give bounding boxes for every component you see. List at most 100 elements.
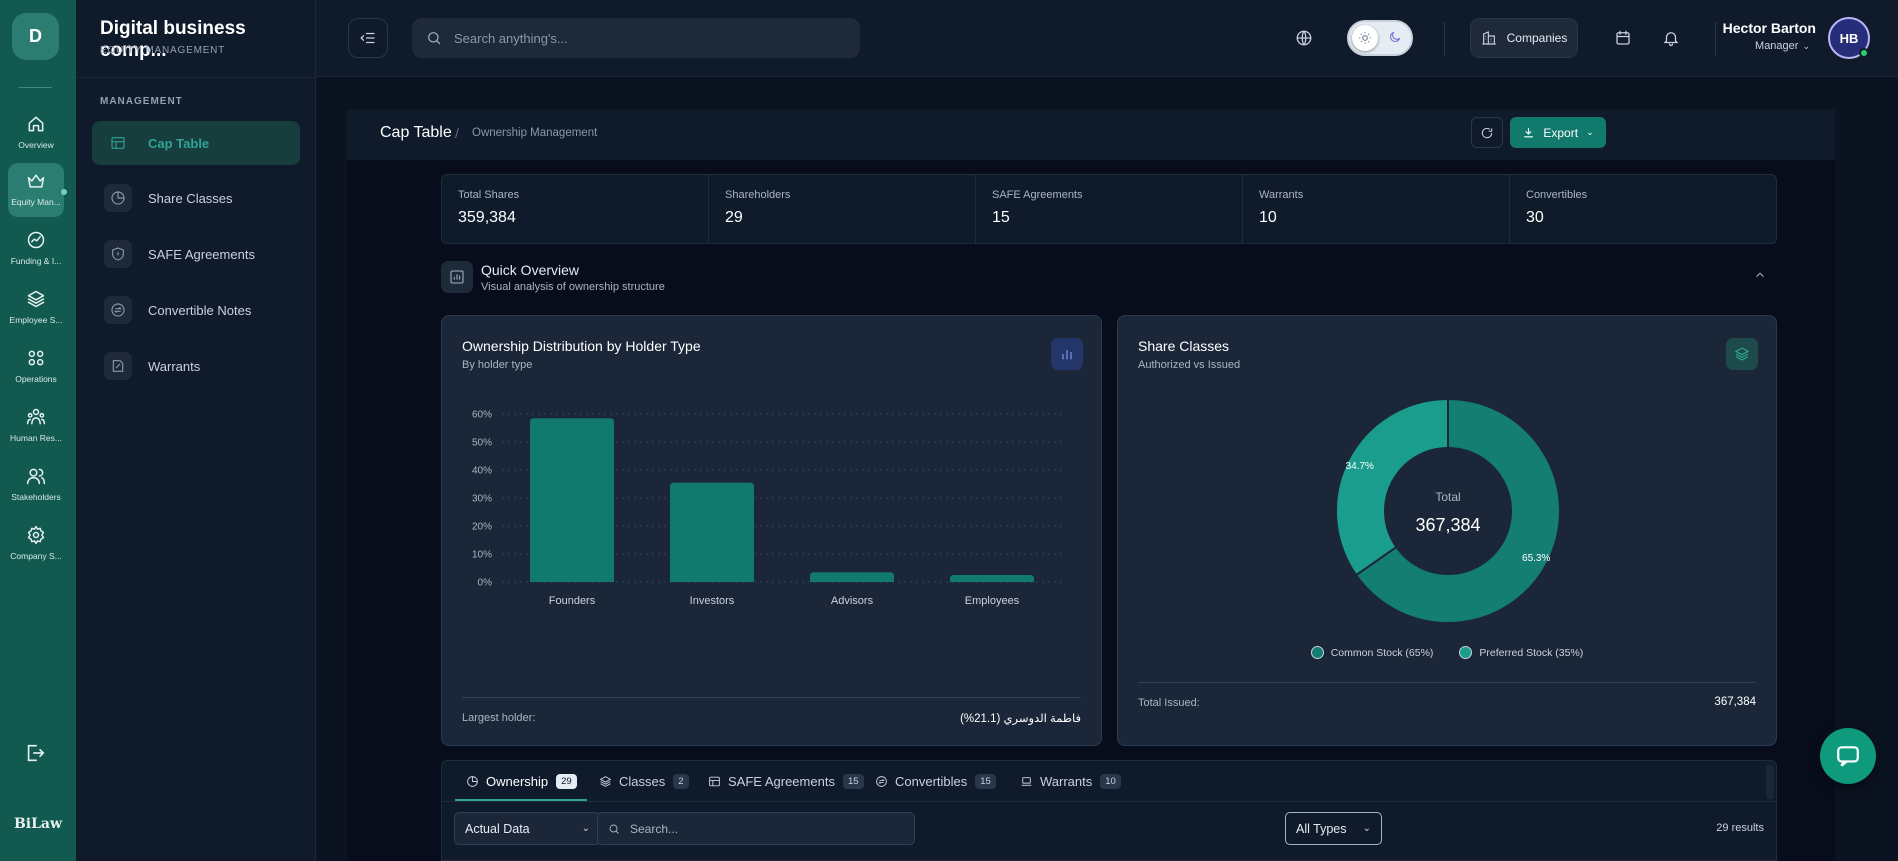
slice-data-label: 34.7% xyxy=(1346,461,1374,472)
tab-count-badge: 10 xyxy=(1100,773,1121,789)
rail-item-employee[interactable]: Employee S... xyxy=(8,281,64,335)
table-icon xyxy=(709,776,720,786)
donut-center-label: Total xyxy=(1435,490,1460,504)
search-input[interactable] xyxy=(454,30,834,46)
export-button[interactable]: Export ⌄ xyxy=(1510,117,1606,148)
rail-divider xyxy=(19,87,52,88)
gear-icon xyxy=(27,525,45,545)
refresh-button[interactable] xyxy=(1471,117,1503,148)
chat-button[interactable] xyxy=(1820,728,1876,784)
document-icon xyxy=(112,360,124,372)
tab-convertibles[interactable]: Convertibles 15 xyxy=(875,761,996,801)
main-content: Cap Table / Ownership Management Export … xyxy=(316,77,1898,861)
calendar-icon xyxy=(1616,30,1630,45)
share-classes-icon-button[interactable] xyxy=(1726,338,1758,370)
quick-overview-icon-box xyxy=(441,261,473,293)
user-role: Manager xyxy=(1755,40,1799,52)
active-tab-indicator xyxy=(455,799,587,801)
theme-toggle[interactable] xyxy=(1347,20,1413,56)
rail-item-funding[interactable]: Funding & I... xyxy=(8,222,64,276)
x-tick-label: Investors xyxy=(690,595,735,607)
quick-overview-subtitle: Visual analysis of ownership structure xyxy=(481,281,665,293)
bar-chart-icon xyxy=(1062,350,1072,360)
chevron-down-icon: ⌄ xyxy=(581,823,590,834)
collapse-overview-button[interactable] xyxy=(1753,268,1767,287)
rail-item-label: Equity Man... xyxy=(11,197,61,207)
rail-item-operations[interactable]: Operations xyxy=(8,340,64,394)
panel-subtitle: By holder type xyxy=(462,359,533,371)
tab-label: SAFE Agreements xyxy=(728,773,835,789)
brand-logo: BiLaw xyxy=(13,816,63,832)
sidebar-item-label: Share Classes xyxy=(148,190,233,206)
companies-button[interactable]: Companies xyxy=(1470,18,1578,58)
rail-item-human-resources[interactable]: Human Res... xyxy=(8,399,64,453)
logout-button[interactable] xyxy=(24,742,46,769)
rail-item-label: Human Res... xyxy=(10,433,62,443)
tabs-scrollbar[interactable] xyxy=(1766,765,1774,799)
y-tick-label: 30% xyxy=(472,494,492,505)
legend-item-common[interactable]: Common Stock (65%) xyxy=(1310,646,1433,659)
bar-investors xyxy=(670,482,754,582)
stat-value: 29 xyxy=(725,209,743,226)
tab-safe-agreements[interactable]: SAFE Agreements 15 xyxy=(708,761,864,801)
y-tick-label: 60% xyxy=(472,410,492,421)
stat-value: 30 xyxy=(1526,209,1544,226)
user-role-menu[interactable]: Manager ⌄ xyxy=(1755,40,1810,52)
stat-value: 10 xyxy=(1259,209,1277,226)
x-tick-label: Employees xyxy=(965,595,1020,607)
rail-item-overview[interactable]: Overview xyxy=(8,106,64,160)
logout-icon xyxy=(27,744,45,762)
panel-title: Share Classes xyxy=(1138,338,1230,354)
bar-advisors xyxy=(810,572,894,582)
stat-safe-agreements: SAFE Agreements 15 xyxy=(976,175,1243,243)
trend-icon xyxy=(27,231,45,249)
sidebar-item-cap-table[interactable]: Cap Table xyxy=(92,121,300,165)
calendar-button[interactable] xyxy=(1611,26,1635,50)
sidebar-item-safe-agreements[interactable]: SAFE Agreements xyxy=(92,232,300,276)
chart-type-button[interactable] xyxy=(1051,338,1083,370)
rail-item-company-settings[interactable]: Company S... xyxy=(8,517,64,571)
header-divider xyxy=(1444,22,1445,56)
notifications-button[interactable] xyxy=(1659,26,1683,50)
moon-icon xyxy=(1390,31,1401,42)
sidebar-item-warrants[interactable]: Warrants xyxy=(92,344,300,388)
tab-warrants[interactable]: Warrants 10 xyxy=(1020,761,1121,801)
largest-holder-label: Largest holder: xyxy=(462,712,536,724)
grid-icon xyxy=(28,350,44,366)
breadcrumb-separator: / xyxy=(455,125,459,141)
export-label: Export xyxy=(1543,125,1579,140)
legend-item-preferred[interactable]: Preferred Stock (35%) xyxy=(1459,646,1583,659)
company-name: Digital business comp... xyxy=(100,18,246,61)
rail-item-label: Funding & I... xyxy=(10,256,62,266)
layers-icon xyxy=(27,290,45,308)
y-tick-label: 50% xyxy=(472,438,492,449)
rail-item-equity-management[interactable]: Equity Man... xyxy=(8,163,67,217)
sidebar-item-convertible-notes[interactable]: Convertible Notes xyxy=(92,288,300,332)
people-icon xyxy=(26,408,46,425)
collapse-sidebar-button[interactable] xyxy=(348,18,388,58)
users-icon xyxy=(26,468,46,485)
user-name[interactable]: Hector Barton xyxy=(1722,20,1816,36)
stat-label: Convertibles xyxy=(1526,189,1588,201)
data-source-select[interactable]: Actual Data ⌄ xyxy=(454,812,601,845)
online-status-dot xyxy=(1859,48,1869,58)
stat-total-shares: Total Shares 359,384 xyxy=(442,175,709,243)
rail-item-stakeholders[interactable]: Stakeholders xyxy=(8,458,64,512)
tab-classes[interactable]: Classes 2 xyxy=(599,761,689,801)
legend-swatch xyxy=(1310,646,1324,659)
stats-bar: Total Shares 359,384 Shareholders 29 SAF… xyxy=(441,174,1777,244)
table-search-input[interactable] xyxy=(630,821,910,836)
stat-shareholders: Shareholders 29 xyxy=(709,175,976,243)
sidebar-item-share-classes[interactable]: Share Classes xyxy=(92,176,300,220)
donut-slice-1 xyxy=(1335,397,1449,577)
workspace-logo[interactable]: D xyxy=(12,13,59,60)
legend-label: Preferred Stock (35%) xyxy=(1479,646,1584,659)
type-filter-select[interactable]: All Types ⌄ xyxy=(1285,812,1382,845)
y-tick-label: 40% xyxy=(472,466,492,477)
refresh-icon xyxy=(1481,127,1493,138)
tab-ownership[interactable]: Ownership 29 xyxy=(466,761,577,801)
language-button[interactable] xyxy=(1292,26,1316,50)
global-search[interactable] xyxy=(412,18,860,58)
table-search[interactable] xyxy=(597,812,915,845)
chat-icon xyxy=(1837,746,1859,767)
